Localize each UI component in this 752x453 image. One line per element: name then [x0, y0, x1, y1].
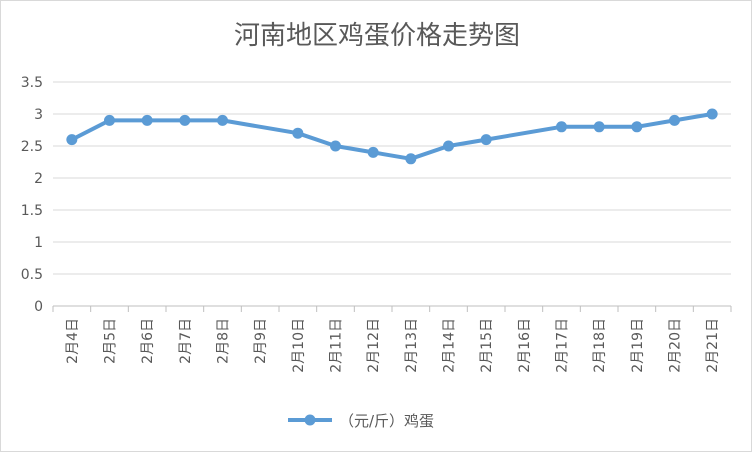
x-tick-label: 2月4日	[65, 318, 81, 364]
y-tick-label: 2	[34, 171, 43, 187]
x-tick-label: 2月18日	[592, 318, 608, 373]
x-tick-label: 2月8日	[216, 318, 232, 364]
y-tick-label: 0	[34, 299, 43, 315]
x-axis-ticks: 2月4日 2月5日 2月6日 2月7日 2月8日 2月9日 2月10日 2月11日 2月12日 2…	[52, 306, 732, 373]
data-point	[330, 140, 341, 152]
y-tick-label: 3.5	[21, 75, 43, 91]
x-tick-label: 2月17日	[555, 318, 571, 373]
data-point	[141, 114, 153, 126]
data-point	[706, 108, 718, 120]
x-tick-label: 2月19日	[630, 318, 646, 373]
x-tick-label: 2月12日	[366, 318, 382, 373]
x-tick-label: 2月10日	[291, 318, 307, 373]
y-tick-label: 1.5	[21, 203, 43, 219]
data-point	[217, 114, 228, 126]
data-point	[367, 146, 379, 158]
chart-title: 河南地区鸡蛋价格走势图	[234, 21, 520, 51]
x-tick-label: 2月16日	[517, 318, 533, 373]
legend: （元/斤）鸡蛋	[288, 412, 434, 430]
data-point	[104, 114, 115, 126]
x-tick-label: 2月15日	[479, 318, 495, 373]
x-tick-label: 2月20日	[668, 318, 684, 373]
x-tick-label: 2月5日	[103, 318, 119, 364]
x-tick-label: 2月21日	[705, 318, 721, 373]
data-point	[292, 127, 304, 139]
data-point	[593, 121, 605, 133]
data-point	[480, 134, 492, 146]
x-tick-label: 2月7日	[178, 318, 194, 364]
legend-label: （元/斤）鸡蛋	[339, 412, 434, 430]
x-tick-label: 2月14日	[442, 318, 458, 373]
x-tick-label: 2月6日	[140, 318, 156, 364]
data-point	[556, 121, 567, 133]
data-point	[66, 134, 78, 146]
y-tick-label: 0.5	[21, 267, 43, 283]
grid-lines	[53, 81, 731, 307]
series-layer	[66, 108, 718, 165]
x-tick-label: 2月11日	[329, 318, 345, 373]
series-line	[70, 112, 713, 161]
x-tick-label: 2月13日	[404, 318, 420, 373]
data-point	[631, 121, 643, 133]
y-axis-ticks: 0 0.5 1 1.5 2 2.5 3 3.5	[21, 75, 43, 315]
y-tick-label: 2.5	[21, 139, 43, 155]
data-point	[669, 114, 680, 126]
legend-point-marker	[304, 414, 316, 426]
y-tick-label: 3	[34, 107, 43, 123]
data-point	[179, 114, 191, 126]
y-tick-label: 1	[34, 235, 43, 251]
data-point	[443, 140, 454, 152]
x-tick-label: 2月9日	[253, 318, 269, 364]
data-point	[405, 153, 417, 165]
